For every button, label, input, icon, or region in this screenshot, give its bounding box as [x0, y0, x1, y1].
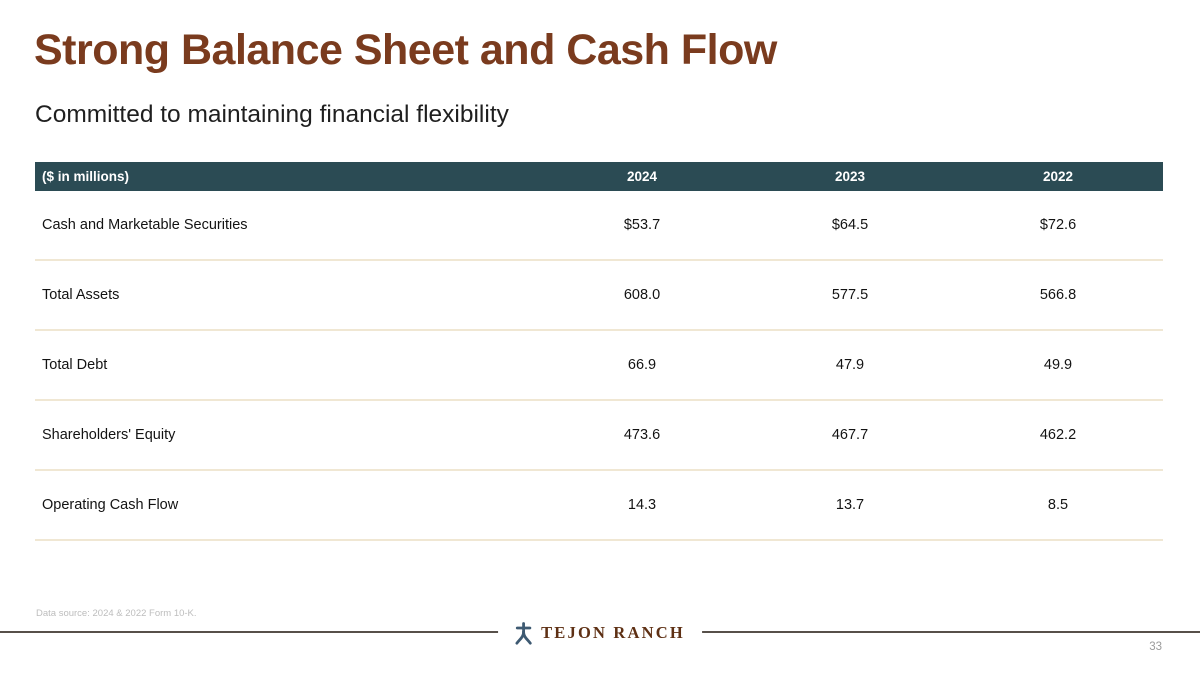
- balance-sheet-table: ($ in millions) 2024 2023 2022 Cash and …: [35, 162, 1163, 541]
- table-header-year-2024: 2024: [626, 169, 658, 184]
- row-value: 467.7: [831, 427, 869, 443]
- row-value: 473.6: [623, 427, 661, 443]
- table-header-row: ($ in millions) 2024 2023 2022: [35, 162, 1163, 191]
- table-row: Total Debt 66.9 47.9 49.9: [35, 331, 1163, 401]
- row-value: 8.5: [1047, 497, 1069, 513]
- row-label: Total Assets: [42, 287, 120, 303]
- table-row: Shareholders' Equity 473.6 467.7 462.2: [35, 401, 1163, 471]
- row-value: 566.8: [1039, 287, 1077, 303]
- tejon-ranch-logo: TEJON RANCH: [498, 619, 702, 647]
- row-value: 577.5: [831, 287, 869, 303]
- page-subtitle: Committed to maintaining financial flexi…: [35, 101, 509, 128]
- table-header-year-2023: 2023: [834, 169, 866, 184]
- table-row: Operating Cash Flow 14.3 13.7 8.5: [35, 471, 1163, 541]
- row-label: Total Debt: [42, 357, 108, 373]
- table-row: Cash and Marketable Securities $53.7 $64…: [35, 191, 1163, 261]
- row-label: Operating Cash Flow: [42, 497, 179, 513]
- row-value: $72.6: [1039, 217, 1077, 233]
- row-value: 462.2: [1039, 427, 1077, 443]
- table-row: Total Assets 608.0 577.5 566.8: [35, 261, 1163, 331]
- table-header-year-2022: 2022: [1042, 169, 1074, 184]
- row-value: 47.9: [835, 357, 865, 373]
- row-value: 66.9: [627, 357, 657, 373]
- row-value: $53.7: [623, 217, 661, 233]
- tejon-ranch-wordmark: TEJON RANCH: [541, 623, 685, 642]
- row-label: Cash and Marketable Securities: [42, 217, 248, 233]
- row-value: 49.9: [1043, 357, 1073, 373]
- page-number: 33: [1149, 641, 1162, 653]
- row-value: 13.7: [835, 497, 865, 513]
- row-value: 14.3: [627, 497, 657, 513]
- row-value: $64.5: [831, 217, 869, 233]
- data-source-note: Data source: 2024 & 2022 Form 10-K.: [36, 608, 197, 619]
- row-label: Shareholders' Equity: [42, 427, 176, 443]
- tejon-ranch-brand-icon: [515, 621, 532, 645]
- page-title: Strong Balance Sheet and Cash Flow: [34, 26, 777, 74]
- table-header-units: ($ in millions): [42, 169, 130, 184]
- row-value: 608.0: [623, 287, 661, 303]
